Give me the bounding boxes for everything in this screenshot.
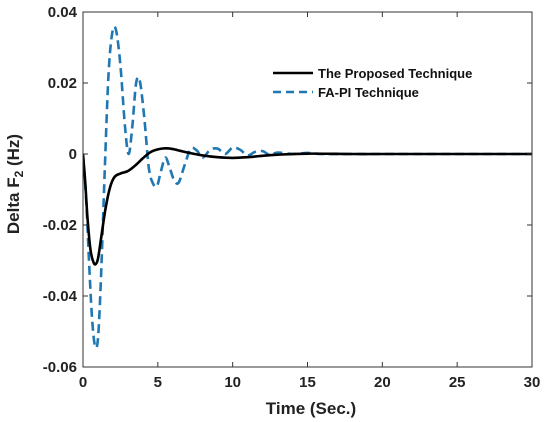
x-tick-label: 20 — [374, 374, 391, 391]
x-tick-label: 15 — [299, 374, 316, 391]
legend-label-proposed: The Proposed Technique — [318, 66, 472, 81]
y-tick-label: 0.02 — [48, 75, 77, 92]
y-axis-label: Delta F2 (Hz) — [4, 134, 26, 234]
y-axis-label-subscript: 2 — [12, 170, 26, 177]
series-line-proposed — [83, 147, 532, 266]
x-tick-label: 10 — [224, 374, 241, 391]
plot-layer — [83, 25, 532, 350]
y-tick-label: -0.06 — [43, 359, 77, 376]
series-line-fa-pi — [83, 25, 532, 350]
x-tick-label: 5 — [154, 374, 162, 391]
x-axis-label: Time (Sec.) — [266, 399, 356, 418]
y-tick-label: -0.04 — [43, 288, 78, 305]
x-tick-label: 25 — [449, 374, 466, 391]
y-axis-label-main: Delta F — [4, 177, 23, 234]
y-tick-label: 0 — [69, 146, 77, 163]
y-tick-label: 0.04 — [48, 4, 78, 21]
legend: The Proposed Technique FA-PI Technique — [273, 66, 472, 100]
y-axis-label-unit: (Hz) — [4, 134, 23, 171]
x-tick-label: 30 — [524, 374, 541, 391]
y-tick-label: -0.02 — [43, 217, 77, 234]
axes-layer: 0 5 10 15 20 25 30 -0.06 -0.04 -0.02 0 0.02 0.04 — [43, 4, 541, 391]
legend-label-fa-pi: FA-PI Technique — [318, 85, 419, 100]
x-tick-label: 0 — [79, 374, 87, 391]
